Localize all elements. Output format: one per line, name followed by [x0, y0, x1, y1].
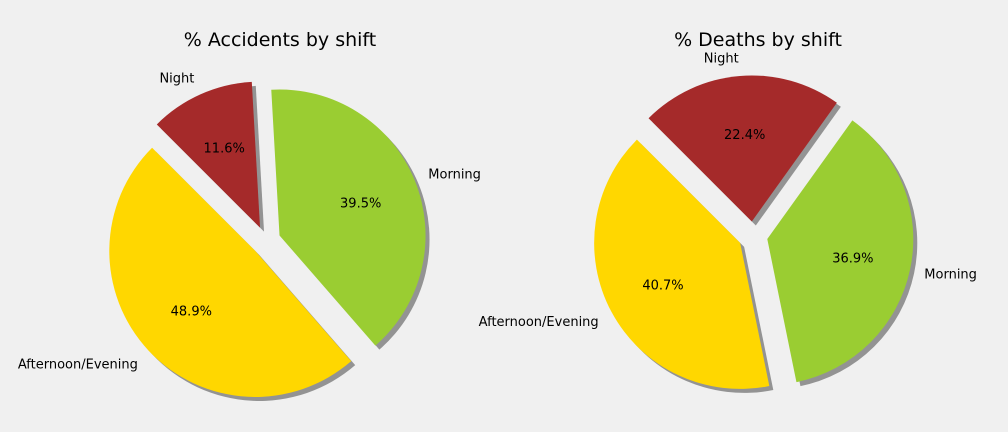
pct-label-deaths-afternoon-evening: 40.7% [642, 278, 683, 293]
chart-title-accidents: % Accidents by shift [184, 29, 376, 51]
category-label-deaths-morning: Morning [924, 267, 977, 282]
pie-chart-deaths: % Deaths by shift 22.4% Night 36.9% Morning… [479, 29, 977, 393]
category-label-deaths-afternoon-evening: Afternoon/Evening [479, 315, 599, 330]
wedge-accidents-night [156, 81, 261, 228]
category-label-accidents-morning: Morning [428, 168, 481, 183]
pct-label-accidents-afternoon-evening: 48.9% [171, 305, 212, 320]
pct-label-accidents-morning: 39.5% [340, 197, 381, 212]
pie-chart-accidents: % Accidents by shift 11.6% Night 39.5% Morn… [18, 29, 481, 401]
wedge-deaths-morning [767, 120, 914, 383]
wedge-deaths-night [648, 75, 837, 222]
wedge-accidents-afternoon-evening [109, 147, 352, 397]
slices-deaths: 22.4% Night 36.9% Morning 40.7% Afternoon/Eve… [479, 51, 977, 393]
pct-label-deaths-night: 22.4% [724, 128, 765, 143]
category-label-accidents-afternoon-evening: Afternoon/Evening [18, 357, 138, 372]
category-label-deaths-night: Night [704, 51, 739, 66]
pct-label-deaths-morning: 36.9% [832, 251, 873, 266]
wedge-deaths-afternoon-evening [594, 139, 770, 389]
chart-title-deaths: % Deaths by shift [674, 29, 842, 51]
slices-accidents: 11.6% Night 39.5% Morning 48.9% Afternoon/Eve… [18, 71, 481, 401]
pct-label-accidents-night: 11.6% [204, 142, 245, 157]
wedge-accidents-morning [271, 89, 426, 346]
category-label-accidents-night: Night [159, 71, 194, 86]
